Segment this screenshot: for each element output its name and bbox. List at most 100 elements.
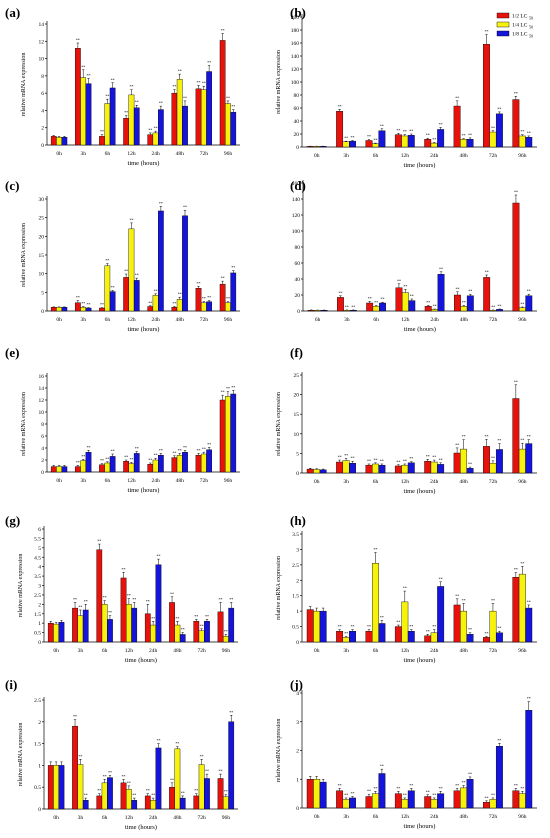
significance-mark: ** <box>159 101 163 106</box>
y-tick-label: 8 <box>41 74 44 80</box>
significance-mark: ** <box>159 448 163 453</box>
x-tick-label: 12h <box>127 317 136 323</box>
x-tick-label: 0h <box>56 478 62 484</box>
y-tick-label: 20 <box>294 132 300 138</box>
y-axis-label: relative mRNA expression <box>18 554 24 618</box>
x-tick-label: 96h <box>224 151 233 157</box>
bar <box>307 310 315 312</box>
significance-mark: ** <box>484 29 488 34</box>
bar <box>50 136 57 146</box>
y-tick-label: 2 <box>296 749 299 755</box>
significance-mark: ** <box>231 104 235 109</box>
significance-mark: ** <box>86 445 90 450</box>
bar <box>109 456 116 473</box>
bar <box>75 48 81 146</box>
significance-mark: ** <box>97 788 101 793</box>
significance-mark: ** <box>485 270 489 275</box>
y-tick-label: 15 <box>39 253 45 259</box>
x-tick-label: 48h <box>459 648 468 654</box>
significance-mark: ** <box>84 599 88 604</box>
significance-mark: ** <box>183 445 187 450</box>
y-tick-label: 4 <box>41 446 44 452</box>
panel-label: (a) <box>5 5 20 20</box>
significance-mark: ** <box>127 780 131 785</box>
significance-mark: ** <box>170 591 174 596</box>
bar <box>131 800 138 810</box>
significance-mark: ** <box>207 295 211 300</box>
bar <box>104 103 111 146</box>
bar <box>53 765 59 810</box>
significance-mark: ** <box>520 438 524 443</box>
bar <box>99 464 105 473</box>
y-tick-label: 10 <box>294 432 300 438</box>
y-tick-label: 40 <box>294 119 300 125</box>
bar <box>495 113 503 148</box>
significance-mark: ** <box>433 304 437 309</box>
significance-mark: ** <box>338 624 342 629</box>
bar <box>99 136 105 146</box>
bar <box>174 624 181 643</box>
bar <box>424 138 432 148</box>
bar <box>200 453 207 473</box>
x-tick-label: 72h <box>489 153 498 159</box>
bar <box>401 799 409 809</box>
x-tick-label: 0h <box>53 648 59 654</box>
bar <box>133 107 140 146</box>
bar <box>466 295 474 312</box>
bar <box>466 634 474 643</box>
bar <box>85 307 92 312</box>
y-tick-label: 0.5 <box>292 625 299 631</box>
significance-mark: ** <box>498 304 502 309</box>
significance-mark: ** <box>514 91 518 96</box>
y-tick-label: 0 <box>296 806 299 812</box>
bar <box>75 466 81 473</box>
bar <box>320 310 328 312</box>
significance-mark: ** <box>105 258 109 263</box>
significance-mark: ** <box>73 714 77 719</box>
significance-mark: ** <box>146 788 150 793</box>
bar <box>401 464 409 474</box>
bar <box>147 306 154 312</box>
y-tick-label: 12 <box>39 398 45 404</box>
bar <box>319 610 327 643</box>
significance-mark: ** <box>468 771 472 776</box>
significance-mark: ** <box>462 598 466 603</box>
bar <box>204 621 210 643</box>
bar <box>182 452 188 473</box>
significance-mark: ** <box>396 459 400 464</box>
bar <box>489 310 497 312</box>
bar <box>437 129 445 148</box>
bar <box>483 637 490 643</box>
y-tick-label: 2.5 <box>34 593 41 599</box>
significance-mark: ** <box>373 786 377 791</box>
significance-mark: ** <box>345 304 349 309</box>
bar <box>372 306 380 312</box>
bar <box>219 399 226 473</box>
significance-mark: ** <box>439 457 443 462</box>
significance-mark: ** <box>497 738 501 743</box>
significance-mark: ** <box>103 595 107 600</box>
bar <box>217 778 224 810</box>
y-tick-label: 1 <box>38 621 41 627</box>
bar <box>144 613 151 643</box>
bar <box>206 449 212 473</box>
significance-mark: ** <box>135 100 139 105</box>
bar <box>176 299 183 312</box>
bar <box>407 790 415 809</box>
bar <box>495 745 503 809</box>
bar <box>314 310 322 312</box>
x-tick-label: 0h <box>56 317 62 323</box>
y-tick-label: 3 <box>38 584 41 590</box>
significance-mark: ** <box>455 286 459 291</box>
x-tick-label: 96h <box>518 479 527 485</box>
bar <box>217 611 224 643</box>
legend-subscript: 50 <box>529 25 533 30</box>
bar <box>306 468 314 474</box>
y-tick-label: 0 <box>41 143 44 149</box>
y-tick-label: 0 <box>296 145 299 151</box>
x-tick-label: 3h <box>344 317 350 323</box>
x-tick-label: 3h <box>78 815 84 821</box>
y-tick-label: 100 <box>291 80 300 86</box>
significance-mark: ** <box>380 764 384 769</box>
y-tick-label: 1.5 <box>292 594 299 600</box>
